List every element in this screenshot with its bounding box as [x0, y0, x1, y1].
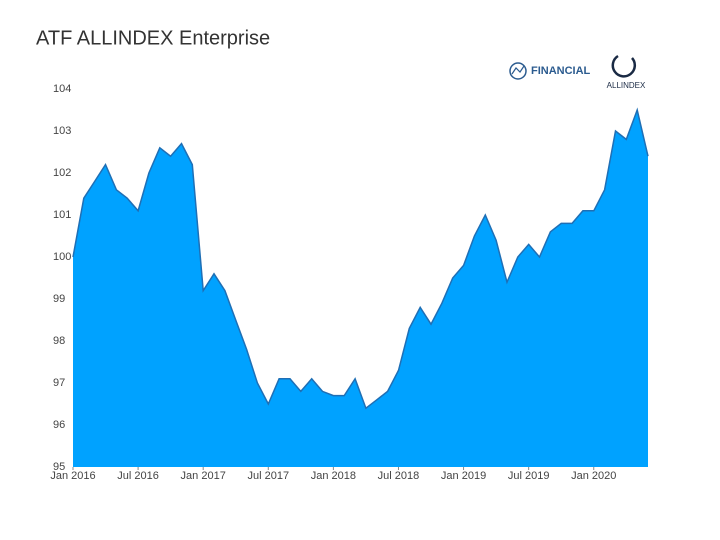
y-tick-label: 100	[53, 251, 71, 263]
logo-text: FINANCIAL	[531, 65, 591, 77]
x-tick-label: Jan 2018	[311, 470, 356, 482]
y-tick-label: 103	[53, 125, 71, 137]
x-tick-label: Jul 2019	[508, 470, 550, 482]
logo-text: ALLINDEX	[607, 81, 646, 90]
y-tick-label: 96	[53, 419, 65, 431]
logo-icon	[511, 65, 525, 75]
logo-financial: FINANCIAL	[509, 62, 591, 80]
y-tick-label: 102	[53, 167, 71, 179]
x-tick-label: Jul 2016	[117, 470, 159, 482]
chart-title: ATF ALLINDEX Enterprise	[36, 27, 270, 49]
x-tick-label: Jan 2020	[571, 470, 616, 482]
x-tick-label: Jan 2019	[441, 470, 486, 482]
y-tick-label: 99	[53, 293, 65, 305]
area-line	[72, 107, 649, 410]
logo-allindex: ALLINDEX	[607, 54, 646, 90]
logo-icon	[611, 54, 637, 78]
x-tick-label: Jan 2016	[50, 470, 95, 482]
y-tick-label: 101	[53, 209, 71, 221]
y-tick-label: 98	[53, 335, 65, 347]
y-tick-label: 97	[53, 377, 65, 389]
x-tick-label: Jul 2017	[247, 470, 289, 482]
y-tick-label: 104	[53, 83, 71, 95]
y-tick-label: 95	[53, 461, 65, 473]
area	[73, 110, 648, 467]
x-tick-label: Jul 2018	[378, 470, 420, 482]
x-tick-label: Jan 2017	[181, 470, 226, 482]
logo-icon	[509, 62, 527, 80]
